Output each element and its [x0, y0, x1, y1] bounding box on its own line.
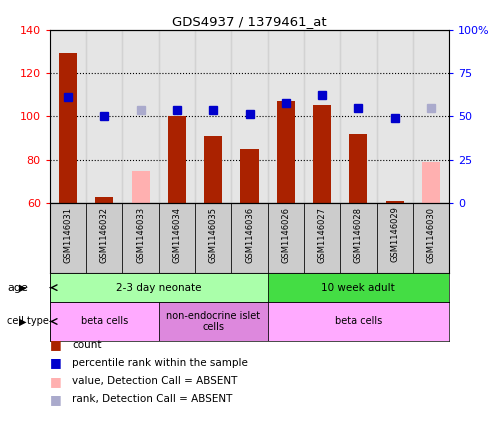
Bar — [277, 101, 295, 333]
Bar — [122, 203, 159, 273]
Text: GSM1146032: GSM1146032 — [100, 206, 109, 263]
Bar — [422, 201, 440, 333]
Bar — [377, 203, 413, 273]
Text: ▶: ▶ — [18, 283, 26, 293]
Bar — [267, 273, 449, 302]
Text: beta cells: beta cells — [335, 316, 382, 327]
Text: ■: ■ — [50, 338, 62, 351]
Bar — [267, 302, 449, 341]
Text: ■: ■ — [50, 357, 62, 369]
Bar — [304, 203, 340, 273]
Bar — [159, 203, 195, 273]
Bar — [313, 105, 331, 333]
Bar — [159, 302, 267, 341]
Text: GSM1146035: GSM1146035 — [209, 206, 218, 263]
Text: cell type: cell type — [7, 316, 49, 327]
Text: non-endocrine islet
cells: non-endocrine islet cells — [166, 310, 260, 332]
Text: ▶: ▶ — [18, 316, 26, 327]
Bar — [168, 116, 186, 333]
Text: GSM1146028: GSM1146028 — [354, 206, 363, 263]
Bar — [132, 170, 150, 333]
Bar — [159, 30, 195, 203]
Bar — [86, 30, 122, 203]
Bar — [50, 203, 86, 273]
Text: 2-3 day neonate: 2-3 day neonate — [116, 283, 202, 293]
Bar — [267, 30, 304, 203]
Text: 10 week adult: 10 week adult — [321, 283, 395, 293]
Bar — [241, 149, 258, 333]
Bar — [340, 203, 377, 273]
Bar — [267, 203, 304, 273]
Bar — [422, 162, 440, 333]
Text: rank, Detection Call = ABSENT: rank, Detection Call = ABSENT — [72, 394, 233, 404]
Text: GSM1146026: GSM1146026 — [281, 206, 290, 263]
Text: GSM1146031: GSM1146031 — [63, 206, 72, 263]
Text: GSM1146030: GSM1146030 — [427, 206, 436, 263]
Text: GSM1146029: GSM1146029 — [390, 206, 399, 262]
Bar — [232, 203, 267, 273]
Bar — [95, 197, 113, 333]
Bar — [195, 30, 232, 203]
Text: percentile rank within the sample: percentile rank within the sample — [72, 358, 248, 368]
Text: GSM1146036: GSM1146036 — [245, 206, 254, 263]
Text: ■: ■ — [50, 393, 62, 406]
Text: ■: ■ — [50, 375, 62, 387]
Text: GSM1146033: GSM1146033 — [136, 206, 145, 263]
Bar — [50, 302, 159, 341]
Bar — [304, 30, 340, 203]
Title: GDS4937 / 1379461_at: GDS4937 / 1379461_at — [172, 16, 327, 28]
Bar — [340, 30, 377, 203]
Bar — [59, 53, 77, 333]
Bar — [377, 30, 413, 203]
Bar — [413, 30, 449, 203]
Text: beta cells: beta cells — [81, 316, 128, 327]
Bar — [386, 201, 404, 333]
Text: count: count — [72, 340, 102, 350]
Text: GSM1146034: GSM1146034 — [173, 206, 182, 263]
Bar — [204, 136, 222, 333]
Bar — [232, 30, 267, 203]
Bar — [122, 30, 159, 203]
Text: GSM1146027: GSM1146027 — [317, 206, 326, 263]
Text: value, Detection Call = ABSENT: value, Detection Call = ABSENT — [72, 376, 238, 386]
Text: age: age — [7, 283, 28, 293]
Bar — [195, 203, 232, 273]
Bar — [349, 134, 367, 333]
Bar — [86, 203, 122, 273]
Bar — [50, 30, 86, 203]
Bar — [413, 203, 449, 273]
Bar — [50, 273, 267, 302]
